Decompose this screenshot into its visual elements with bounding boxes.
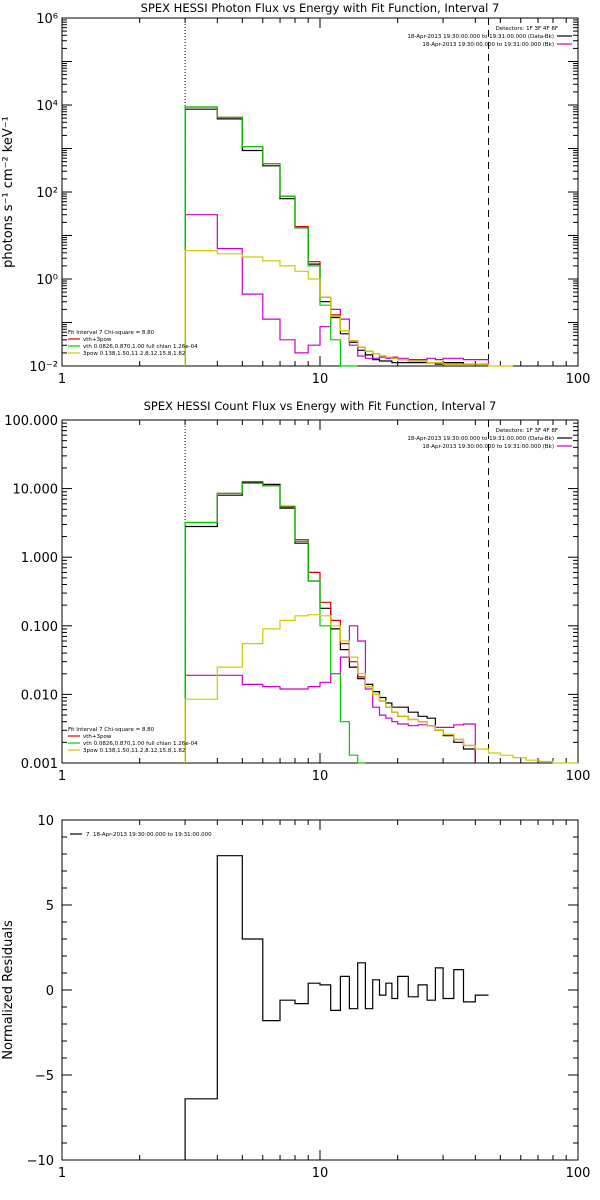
y-tick-label: 0.001 <box>21 757 58 772</box>
fit-legend-label: vth+3pow <box>83 734 112 740</box>
y-tick-label: 10² <box>36 186 58 201</box>
x-tick-label: 1 <box>58 372 66 387</box>
series-data-bk <box>184 108 490 366</box>
x-tick-label: 10 <box>312 1166 329 1181</box>
series-bk <box>184 214 490 366</box>
y-axis-label: Normalized Residuals <box>1 920 16 1060</box>
x-tick-label: 100 <box>566 372 591 387</box>
y-tick-label: 10⁴ <box>36 99 58 114</box>
y-tick-label: 5 <box>46 899 54 914</box>
series-residuals <box>184 855 489 1160</box>
chart-panel-2: SPEX HESSI Count Flux vs Energy with Fit… <box>4 399 590 784</box>
legend-detectors: Detectors: 1F 3F 4F 8F <box>496 26 558 32</box>
y-tick-label: 0 <box>46 984 54 999</box>
legend-entry-label: 18-Apr-2013 19:30:00.000 to 19:31:00.000… <box>407 34 554 40</box>
legend-detectors: Detectors: 1F 3F 4F 8F <box>496 428 558 434</box>
y-tick-label: 10⁰ <box>36 273 58 288</box>
fit-legend-header: Fit Interval 7 Chi-square = 8.80 <box>68 330 155 336</box>
fit-legend-label: vth 0.0826,0.870,1.00 full chian 1.26e-0… <box>83 741 198 747</box>
legend-entry-label: 18-Apr-2013 19:30:00.000 to 19:31:00.000… <box>422 444 554 450</box>
fit-legend-label: vth 0.0826,0.870,1.00 full chian 1.26e-0… <box>83 344 198 350</box>
y-tick-label: 10.000 <box>13 483 59 498</box>
x-tick-label: 1 <box>58 769 66 784</box>
y-tick-label: 0.010 <box>21 688 58 703</box>
y-tick-label: 10 <box>37 814 54 829</box>
x-tick-label: 100 <box>566 769 591 784</box>
legend-entry-label: 7. 18-Apr-2013 19:30:00.000 to 19:31:00.… <box>86 832 212 838</box>
y-tick-label: 0.100 <box>21 620 58 635</box>
y-tick-label: −5 <box>35 1069 54 1084</box>
plot-frame <box>61 819 579 1161</box>
series-vth <box>184 106 358 367</box>
legend-entry-label: 18-Apr-2013 19:30:00.000 to 19:31:00.000… <box>422 42 554 48</box>
chart-title: SPEX HESSI Photon Flux vs Energy with Fi… <box>141 1 500 15</box>
y-tick-label: 1.000 <box>21 551 58 566</box>
chart-title: SPEX HESSI Count Flux vs Energy with Fit… <box>144 399 497 413</box>
x-tick-label: 10 <box>312 372 329 387</box>
x-tick-label: 1 <box>58 1166 66 1181</box>
y-axis-label: photons s⁻¹ cm⁻² keV⁻¹ <box>1 116 16 268</box>
y-tick-label: 10⁶ <box>36 12 58 27</box>
y-tick-label: −10 <box>27 1154 54 1169</box>
fit-legend-header: Fit Interval 7 Chi-square = 8.80 <box>68 727 155 733</box>
chart-panel-1: SPEX HESSI Photon Flux vs Energy with Fi… <box>1 1 590 387</box>
plot-frame <box>61 17 579 367</box>
fit-legend-label: 3pow 0.138,1.50,11.2,8.12,15.8,1.82 <box>83 351 185 357</box>
series-3pow <box>184 250 513 367</box>
y-tick-label: 100.000 <box>4 414 58 429</box>
series-3pow <box>184 614 578 764</box>
x-tick-label: 10 <box>312 769 329 784</box>
series-vth <box>184 482 366 764</box>
x-tick-label: 100 <box>566 1166 591 1181</box>
fit-legend-label: vth+3pow <box>83 337 112 343</box>
y-tick-label: 10⁻² <box>29 360 58 375</box>
series-vth-3pow <box>184 106 490 366</box>
legend-entry-label: 18-Apr-2013 19:30:00.000 to 19:31:00.000… <box>407 436 554 442</box>
chart-panel-3: 1 10 100 −10 −5 0 5 10 Normalized Residuals 7. 18… <box>1 814 590 1181</box>
fit-legend-label: 3pow 0.138,1.50,11.2,8.12,15.8,1.82 <box>83 748 185 754</box>
